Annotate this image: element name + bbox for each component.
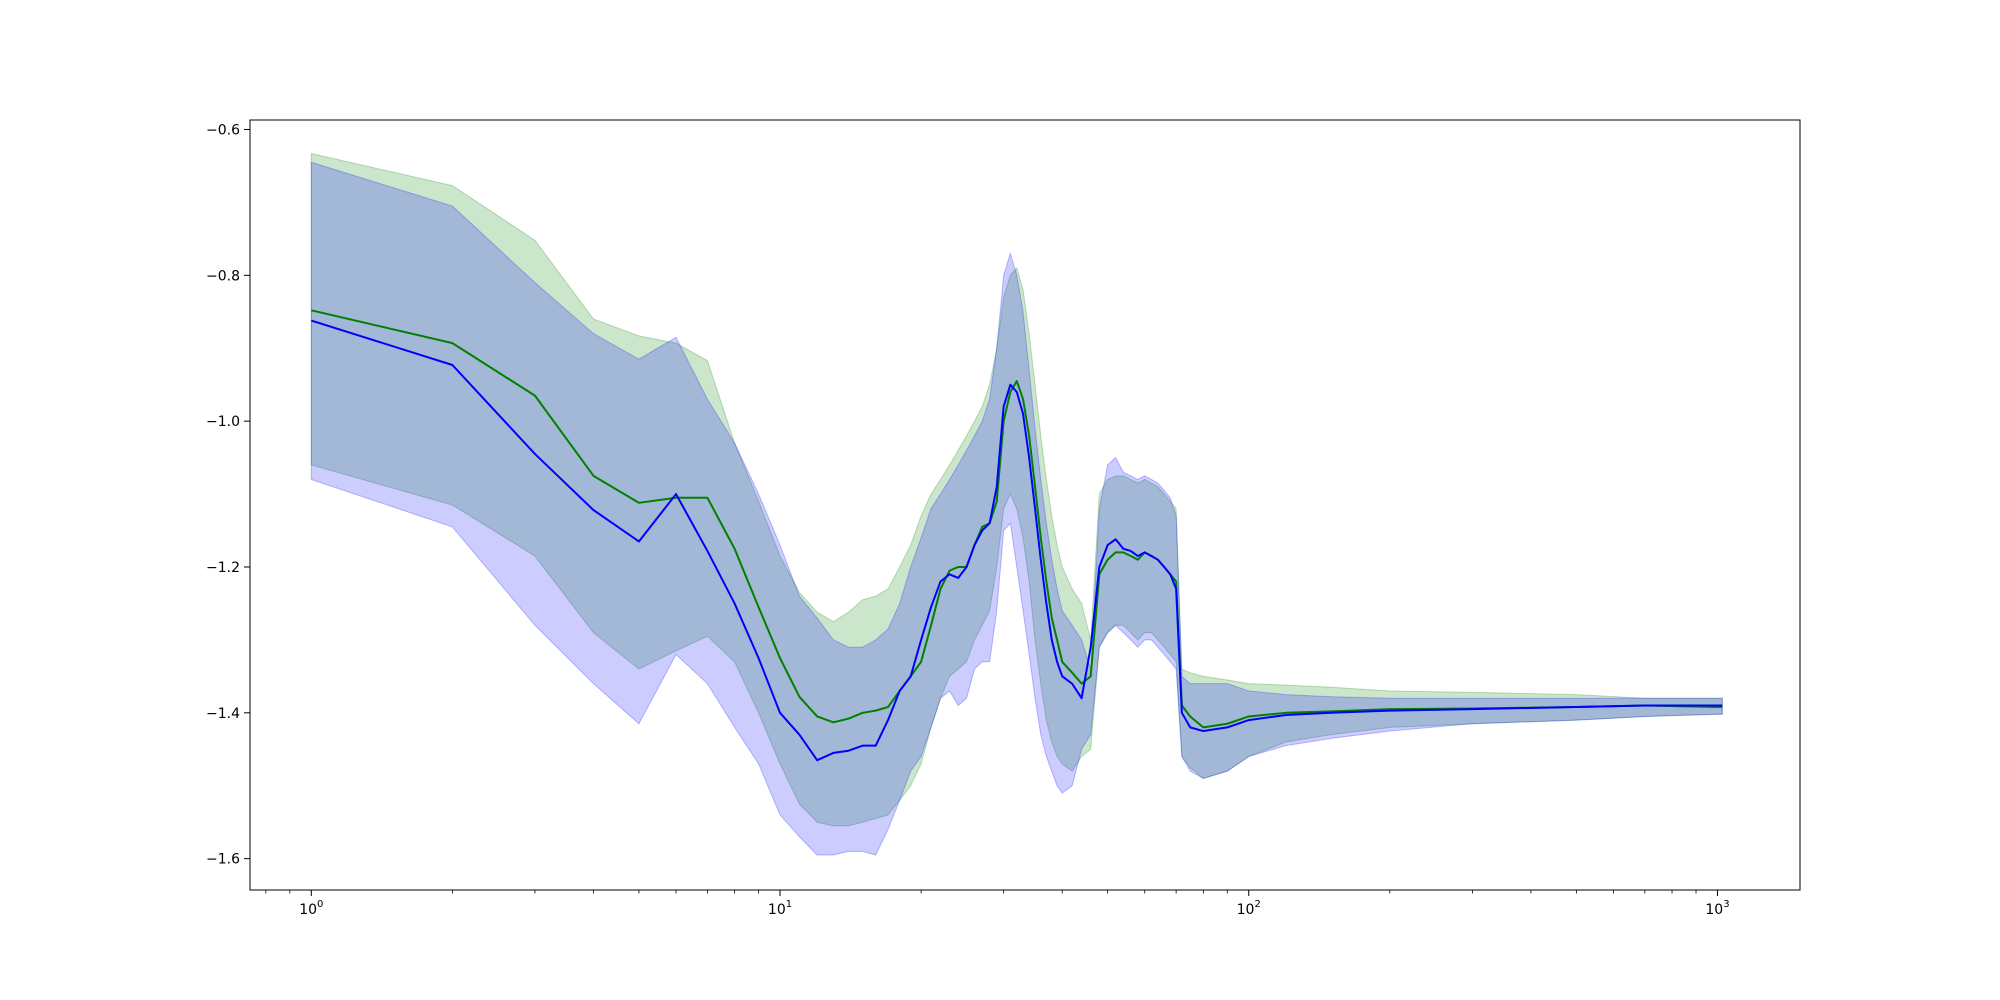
x-tick-label-0: 100 — [299, 899, 323, 918]
confidence-bands — [310, 152, 1723, 856]
y-axis: −0.6 −0.8 −1.0 −1.2 −1.4 −1.6 — [206, 122, 250, 868]
x-tick-label-3: 103 — [1705, 899, 1729, 918]
x-axis: 100 101 102 103 — [265, 890, 1730, 918]
series-line-1 — [310, 319, 1723, 762]
y-tick-label-4: −1.4 — [206, 706, 240, 722]
confidence-band-0 — [310, 152, 1723, 827]
y-tick-label-5: −1.6 — [206, 852, 240, 868]
x-tick-label-2: 102 — [1237, 899, 1261, 918]
y-tick-label-3: −1.2 — [206, 560, 240, 576]
confidence-band-1 — [310, 161, 1723, 856]
series-lines — [310, 309, 1723, 762]
y-tick-label-2: −1.0 — [206, 414, 240, 430]
plot-frame — [249, 119, 1801, 891]
y-tick-label-0: −0.6 — [206, 122, 240, 138]
series-line-0 — [311, 309, 1723, 729]
x-tick-label-1: 101 — [768, 899, 792, 918]
y-tick-label-1: −0.8 — [206, 268, 240, 284]
